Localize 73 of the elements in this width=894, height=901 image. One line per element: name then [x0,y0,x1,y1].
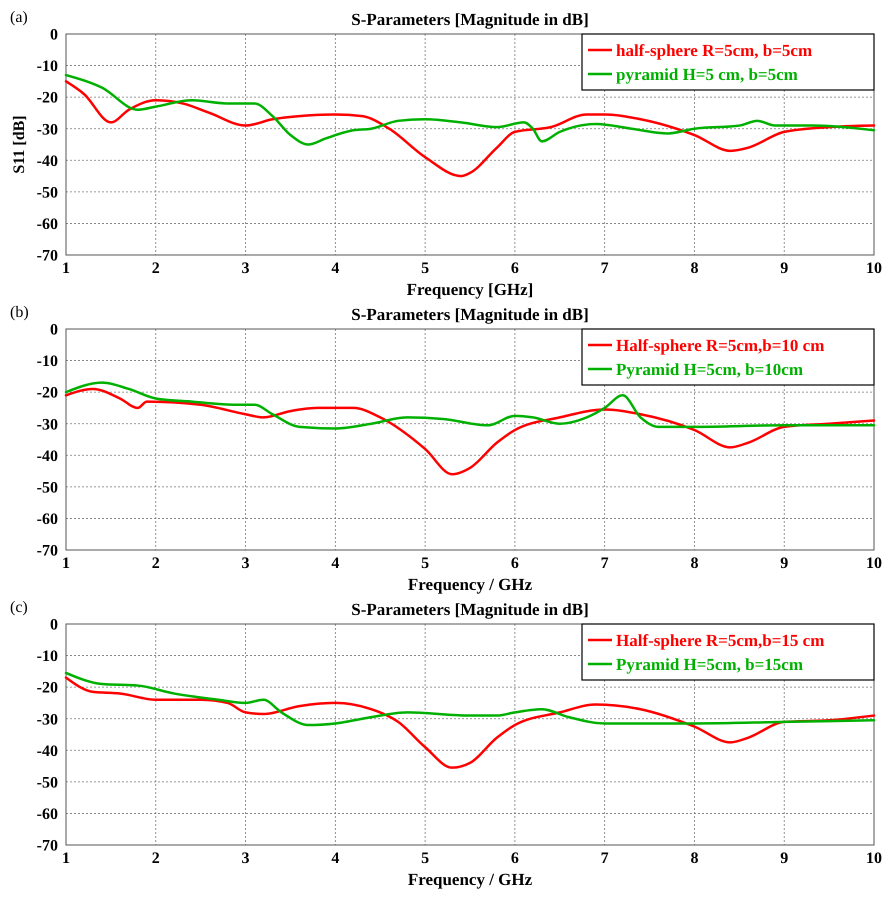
y-tick-label: -50 [36,184,58,202]
x-tick-label: 6 [510,260,519,277]
legend-label: pyramid H=5 cm, b=5cm [616,64,798,84]
text: (c) [10,599,28,616]
y-axis-title: S11 [dB] [11,115,28,174]
x-tick-label: 2 [152,555,160,572]
x-tick-label: 6 [510,850,519,867]
chart-title: S-Parameters [Magnitude in dB] [351,10,589,29]
x-tick-label: 7 [600,850,609,867]
y-tick-label: -30 [36,711,58,728]
x-tick-label: 10 [866,555,882,572]
y-tick-label: -70 [36,248,58,265]
x-tick-label: 5 [421,260,430,277]
y-tick-label: -60 [36,806,58,824]
x-tick-label: 8 [690,260,698,277]
y-tick-label: -20 [36,90,58,107]
x-axis-title: Frequency / GHz [408,575,533,594]
line-series [64,388,876,476]
y-tick-label: 0 [50,616,58,634]
line-series [64,381,876,430]
y-tick-label: -40 [36,152,58,170]
text: (b) [10,304,29,321]
y-tick-label: -10 [36,648,58,666]
y-tick-label: -40 [36,448,58,465]
y-tick-label: -70 [36,838,58,855]
y-tick-label: -10 [36,353,58,370]
y-tick-label: -70 [36,542,58,560]
x-tick-label: 6 [510,555,519,572]
y-tick-label: -20 [36,680,58,697]
x-tick-label: 9 [780,260,788,277]
x-tick-label: 4 [331,555,340,572]
chart-title: S-Parameters [Magnitude in dB] [351,600,589,619]
x-tick-label: 1 [62,555,70,572]
x-tick-label: 3 [242,850,250,867]
x-axis-title: Frequency / GHz [408,870,533,889]
y-tick-label: -50 [36,774,58,792]
y-tick-label: 0 [50,26,58,44]
y-tick-label: -40 [36,742,58,760]
legend-label: Half-sphere R=5cm,b=15 cm [616,630,824,650]
y-tick-label: -50 [36,479,58,496]
x-tick-label: 8 [690,555,698,572]
x-tick-label: 7 [600,260,609,277]
x-tick-label: 5 [421,850,430,867]
x-tick-label: 5 [421,555,430,572]
y-tick-label: -60 [36,216,58,234]
legend-label: half-sphere R=5cm, b=5cm [616,40,812,60]
y-tick-label: -10 [36,58,58,76]
y-tick-label: -60 [36,511,58,528]
x-axis-title: Frequency [GHz] [406,280,534,299]
x-tick-label: 9 [780,850,788,867]
legend-label: Pyramid H=5cm, b=10cm [616,360,803,379]
x-tick-label: 4 [331,260,340,277]
line-series [64,676,876,769]
x-tick-label: 3 [242,260,250,277]
legend-label: Half-sphere R=5cm,b=10 cm [616,336,824,355]
x-tick-label: 4 [331,850,340,867]
x-tick-label: 1 [62,850,70,867]
x-tick-label: 3 [242,555,250,572]
x-tick-label: 1 [62,260,70,277]
x-tick-label: 8 [690,850,698,867]
x-tick-label: 9 [780,555,788,572]
x-tick-label: 2 [152,260,160,277]
y-tick-label: 0 [50,322,58,339]
x-tick-label: 10 [866,850,882,867]
x-tick-label: 2 [152,850,160,867]
y-tick-label: -30 [36,121,58,138]
legend-label: Pyramid H=5cm, b=15cm [616,654,803,674]
x-tick-label: 7 [600,555,609,572]
x-tick-label: 10 [866,260,882,277]
y-tick-label: -20 [36,384,58,402]
y-tick-label: -30 [36,416,58,434]
text: (a) [10,9,28,26]
chart-title: S-Parameters [Magnitude in dB] [351,305,589,324]
